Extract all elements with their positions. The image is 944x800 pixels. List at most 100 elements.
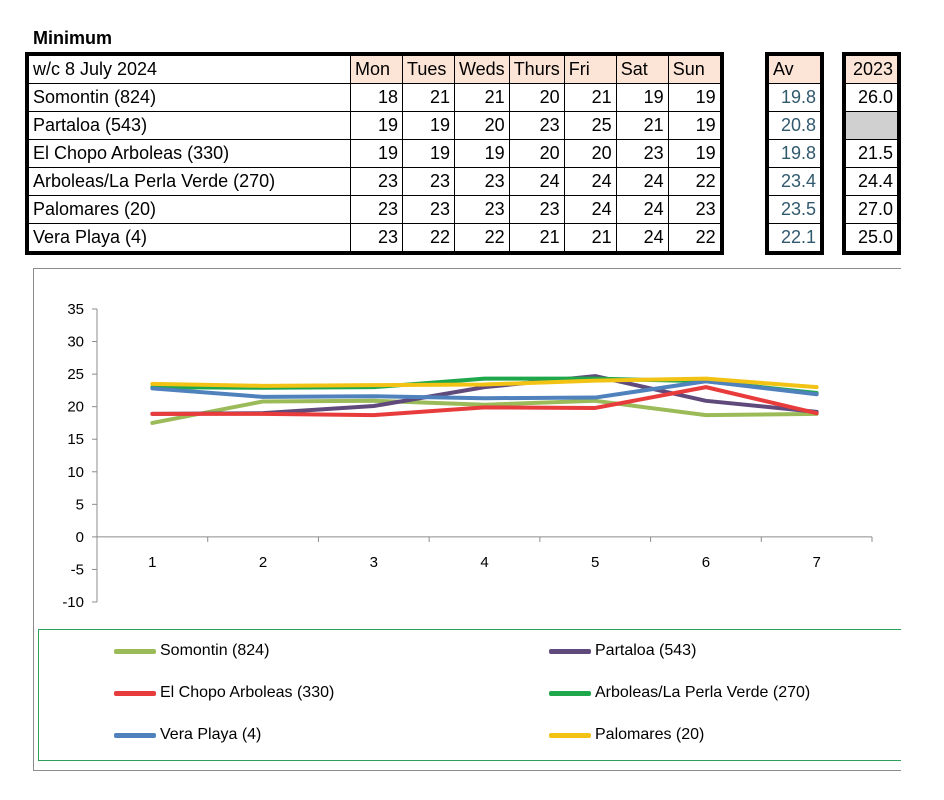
location-cell: Somontin (824): [28, 83, 351, 112]
value-cell: 24: [615, 167, 669, 196]
average-cell: 23.4: [768, 167, 821, 196]
value-cell: 19: [667, 83, 721, 112]
y-tick-label: 20: [67, 399, 84, 416]
value-cell: 23: [508, 111, 565, 140]
value-cell: 23: [402, 167, 455, 196]
day-header: Mon: [350, 55, 403, 84]
average-cell: 19.8: [768, 83, 821, 112]
location-cell: El Chopo Arboleas (330): [28, 139, 351, 168]
day-header: Sun: [667, 55, 721, 84]
value-cell: 23: [350, 167, 403, 196]
legend-item: Somontin (824): [114, 642, 269, 660]
y-tick-label: -5: [71, 561, 84, 578]
day-header: Tues: [402, 55, 455, 84]
value-cell: 19: [667, 139, 721, 168]
value-cell: 22: [454, 223, 510, 252]
legend-item: Vera Playa (4): [114, 726, 261, 744]
chart-legend: Somontin (824) Partaloa (543) El Chopo Arb…: [38, 629, 901, 761]
average-table: Av 19.8 20.8 19.8 23.4 23.5 22.1: [765, 52, 824, 255]
table-row: Somontin (824) 18 21 21 20 21 19 19: [28, 83, 721, 112]
value-cell: 24: [563, 167, 617, 196]
legend-label: Palomares (20): [595, 726, 705, 743]
table-row: Partaloa (543) 19 19 20 23 25 21 19: [28, 111, 721, 140]
value-cell: 20: [563, 139, 617, 168]
value-cell: 24: [563, 195, 617, 224]
year-2023-cell: 25.0: [845, 223, 898, 252]
y-tick-label: 5: [76, 496, 84, 513]
year-header: 2023: [845, 55, 898, 84]
y-tick-label: 25: [67, 366, 84, 383]
legend-item: Palomares (20): [549, 726, 704, 744]
value-cell: 24: [615, 195, 669, 224]
year-2023-cell: 24.4: [845, 167, 898, 196]
value-cell: 19: [667, 111, 721, 140]
average-cell: 20.8: [768, 111, 821, 140]
average-cell: 19.8: [768, 139, 821, 168]
location-cell: Palomares (20): [28, 195, 351, 224]
table-row: El Chopo Arboleas (330) 19 19 19 20 20 23 19: [28, 139, 721, 168]
value-cell: 19: [350, 139, 403, 168]
legend-item: El Chopo Arboleas (330): [114, 684, 334, 702]
legend-swatch: [114, 732, 156, 738]
value-cell: 19: [615, 83, 669, 112]
line-chart: -10 -5 0 5 10 15 20 25 30 35 1 2 3 4 5 6 7: [62, 301, 873, 611]
location-cell: Partaloa (543): [28, 111, 351, 140]
x-tick-label: 1: [148, 554, 156, 571]
x-tick-label: 7: [812, 554, 820, 571]
temperature-table: w/c 8 July 2024 Mon Tues Weds Thurs Fri Sat Sun…: [25, 52, 724, 255]
legend-label: Vera Playa (4): [160, 726, 262, 743]
year-2023-cell: 21.5: [845, 139, 898, 168]
legend-swatch: [549, 648, 591, 654]
year-2023-table: 2023 26.0 21.5 24.4 27.0 25.0: [842, 52, 901, 255]
x-tick-label: 4: [480, 554, 488, 571]
value-cell: 21: [402, 83, 455, 112]
value-cell: 23: [615, 139, 669, 168]
value-cell: 19: [454, 139, 510, 168]
value-cell: 23: [350, 195, 403, 224]
value-cell: 20: [508, 83, 565, 112]
x-tick-label: 6: [702, 554, 710, 571]
value-cell: 23: [454, 167, 510, 196]
value-cell: 23: [454, 195, 510, 224]
value-cell: 23: [350, 223, 403, 252]
year-2023-cell: 27.0: [845, 195, 898, 224]
x-tick-label: 3: [370, 554, 378, 571]
value-cell: 21: [615, 111, 669, 140]
value-cell: 24: [508, 167, 565, 196]
chart-area: -10 -5 0 5 10 15 20 25 30 35 1 2 3 4 5 6 7: [33, 268, 901, 771]
average-header: Av: [768, 55, 821, 84]
table-header-row: w/c 8 July 2024 Mon Tues Weds Thurs Fri Sat Sun: [28, 55, 721, 84]
day-header: Thurs: [508, 55, 565, 84]
table-row: Arboleas/La Perla Verde (270) 23 23 23 24 24 2…: [28, 167, 721, 196]
legend-label: Somontin (824): [160, 642, 270, 659]
y-tick-label: -10: [62, 594, 84, 611]
y-tick-label: 0: [76, 529, 84, 546]
value-cell: 21: [563, 83, 617, 112]
day-header: Weds: [454, 55, 510, 84]
week-label: w/c 8 July 2024: [28, 55, 351, 84]
value-cell: 19: [350, 111, 403, 140]
legend-label: Arboleas/La Perla Verde (270): [595, 684, 811, 701]
legend-swatch: [549, 732, 591, 738]
table-row: Palomares (20) 23 23 23 23 24 24 23: [28, 195, 721, 224]
day-header: Sat: [615, 55, 669, 84]
value-cell: 22: [402, 223, 455, 252]
value-cell: 23: [667, 195, 721, 224]
value-cell: 25: [563, 111, 617, 140]
value-cell: 21: [508, 223, 565, 252]
legend-item: Partaloa (543): [549, 642, 696, 660]
value-cell: 18: [350, 83, 403, 112]
series-line: [150, 385, 819, 418]
value-cell: 19: [402, 139, 455, 168]
series-line: [150, 376, 819, 390]
legend-label: El Chopo Arboleas (330): [160, 684, 335, 701]
location-cell: Arboleas/La Perla Verde (270): [28, 167, 351, 196]
legend-item: Arboleas/La Perla Verde (270): [549, 684, 810, 702]
y-tick-label: 35: [67, 301, 84, 318]
year-2023-cell: 26.0: [845, 83, 898, 112]
series-line: [150, 379, 819, 401]
value-cell: 19: [402, 111, 455, 140]
legend-swatch: [114, 690, 156, 696]
value-cell: 21: [563, 223, 617, 252]
x-tick-label: 5: [591, 554, 599, 571]
